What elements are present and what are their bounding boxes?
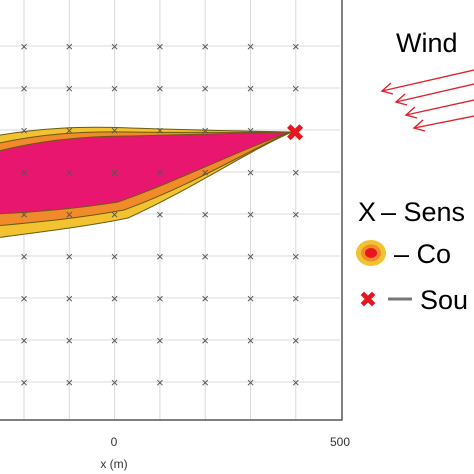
x-tick-label-500: 500 (330, 435, 350, 449)
plume-ellipse-icon (356, 240, 386, 266)
legend-concentration-label: – Co (394, 239, 451, 269)
sensor-marker: × (156, 165, 164, 180)
sensor-marker: × (111, 333, 119, 348)
sensor-marker: × (156, 81, 164, 96)
plot-border (0, 0, 343, 421)
sensor-marker: × (66, 291, 74, 306)
sensor-marker: × (66, 249, 74, 264)
sensor-marker: × (111, 81, 119, 96)
sensor-marker: × (66, 81, 74, 96)
sensor-marker: × (247, 165, 255, 180)
sensor-marker: × (156, 333, 164, 348)
sensor-marker: × (66, 39, 74, 54)
sensor-marker: × (66, 123, 74, 138)
concentration-plume (0, 126, 293, 238)
sensor-marker: × (156, 375, 164, 390)
sensor-marker: × (292, 123, 300, 138)
plume-inner-layer (0, 131, 291, 215)
sensor-marker: × (66, 375, 74, 390)
sensor-grid: × × × × × × × × × × × × × × × × × × × × × × × × × × × × × × × × × × × × × × × ×… (20, 39, 299, 390)
sensor-marker: × (292, 207, 300, 222)
sensor-marker: × (292, 375, 300, 390)
sensor-marker: × (201, 81, 209, 96)
sensor-marker: × (292, 291, 300, 306)
sensor-marker: × (111, 165, 119, 180)
source-marker: ✖ (285, 119, 305, 147)
wind-arrow (380, 69, 474, 95)
sensor-marker: × (20, 207, 28, 222)
sensor-marker: × (156, 291, 164, 306)
sensor-marker: × (20, 123, 28, 138)
sensor-marker: × (156, 123, 164, 138)
sensor-marker: × (20, 81, 28, 96)
sensor-marker: × (156, 207, 164, 222)
x-tick-label-0: 0 (111, 435, 118, 449)
sensor-marker: × (111, 249, 119, 264)
sensor-marker: × (201, 291, 209, 306)
sensor-marker: × (111, 375, 119, 390)
sensor-marker: × (292, 81, 300, 96)
sensor-marker: × (201, 375, 209, 390)
sensor-marker: × (66, 165, 74, 180)
sensor-marker: × (20, 333, 28, 348)
legend-source-label: Sou (420, 285, 468, 315)
sensor-marker: × (111, 39, 119, 54)
sensor-marker: × (247, 333, 255, 348)
legend-sensor-label: – Sens (381, 197, 465, 227)
sensor-marker: × (20, 39, 28, 54)
sensor-marker: × (247, 249, 255, 264)
legend-sensor-symbol: X (358, 197, 376, 227)
wind-arrow (394, 83, 474, 106)
sensor-marker: × (247, 39, 255, 54)
sensor-marker: × (247, 81, 255, 96)
sensor-marker: × (292, 165, 300, 180)
wind-arrows (380, 69, 474, 132)
sensor-marker: × (247, 375, 255, 390)
sensor-marker: × (201, 333, 209, 348)
sensor-marker: × (201, 249, 209, 264)
sensor-marker: × (292, 249, 300, 264)
wind-label: Wind (396, 28, 458, 58)
sensor-marker: × (156, 39, 164, 54)
legend: X – Sens – Co ✖ Sou (356, 197, 468, 315)
sensor-marker: × (201, 39, 209, 54)
sensor-marker: × (111, 123, 119, 138)
wind-arrow (412, 115, 474, 132)
sensor-marker: × (66, 207, 74, 222)
sensor-marker: × (66, 333, 74, 348)
sensor-marker: × (111, 291, 119, 306)
x-axis-label: x (m) (100, 457, 127, 471)
sensor-marker: × (20, 291, 28, 306)
sensor-marker: × (201, 123, 209, 138)
sensor-marker: × (292, 333, 300, 348)
sensor-marker: × (247, 123, 255, 138)
sensor-marker: × (111, 207, 119, 222)
sensor-marker: × (20, 249, 28, 264)
sensor-marker: × (201, 165, 209, 180)
sensor-marker: × (20, 375, 28, 390)
sensor-marker: × (20, 165, 28, 180)
wind-arrow (404, 99, 474, 119)
sensor-marker: × (247, 207, 255, 222)
sensor-marker: × (247, 291, 255, 306)
red-cross-icon: ✖ (359, 288, 377, 313)
sensor-marker: × (156, 249, 164, 264)
sensor-marker: × (201, 207, 209, 222)
sensor-marker: × (292, 39, 300, 54)
